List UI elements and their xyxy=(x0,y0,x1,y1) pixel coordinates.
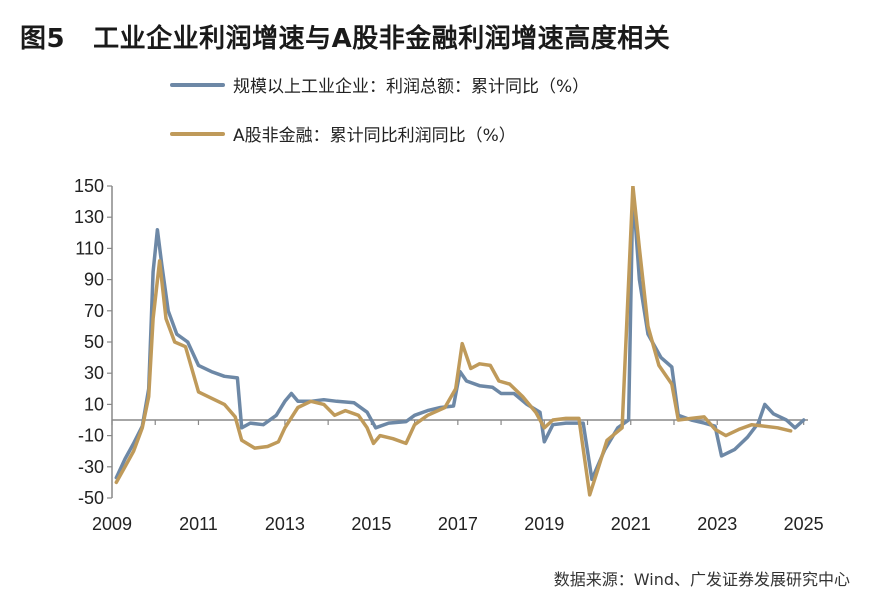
data-source-note: 数据来源：Wind、广发证券发展研究中心 xyxy=(553,570,850,589)
y-tick-label: 10 xyxy=(84,394,104,414)
x-tick-label: 2021 xyxy=(611,514,651,534)
y-tick-label: -50 xyxy=(78,488,104,508)
legend-item-a-share-profit: A股非金融：累计同比利润同比（%） xyxy=(170,121,516,146)
x-tick-label: 2015 xyxy=(351,514,391,534)
series-line-industrial-profit xyxy=(114,187,806,482)
series-layer xyxy=(114,186,806,497)
y-tick-label: -30 xyxy=(78,457,104,477)
x-tick-label: 2025 xyxy=(784,514,824,534)
x-tick-label: 2017 xyxy=(438,514,478,534)
x-tick-label: 2019 xyxy=(524,514,564,534)
x-tick-label: 2009 xyxy=(92,514,132,534)
chart-title: 图5 工业企业利润增速与A股非金融利润增速高度相关 xyxy=(20,18,670,55)
x-tick-label: 2013 xyxy=(265,514,305,534)
legend-item-industrial-profit: 规模以上工业企业：利润总额：累计同比（%） xyxy=(170,72,589,97)
y-tick-label: 130 xyxy=(74,207,104,227)
x-tick-label: 2011 xyxy=(179,514,218,534)
y-tick-label: -10 xyxy=(78,426,104,446)
legend-swatch-industrial-profit xyxy=(170,82,225,87)
y-tick-label: 70 xyxy=(84,301,104,321)
figure-number: 图5 xyxy=(20,24,66,54)
legend-swatch-a-share-profit xyxy=(170,131,225,136)
axis-layer: 150 130 110 90 70 50 30 10 -10 -30 -50 2009 2011 2013… xyxy=(74,176,824,534)
y-tick-label: 50 xyxy=(84,332,104,352)
y-tick-label: 30 xyxy=(84,363,104,383)
legend-label-a-share-profit: A股非金融：累计同比利润同比（%） xyxy=(233,126,516,146)
y-tick-label: 110 xyxy=(75,238,104,258)
y-tick-label: 90 xyxy=(84,270,104,290)
legend-label-industrial-profit: 规模以上工业企业：利润总额：累计同比（%） xyxy=(233,77,590,97)
figure-title-text: 工业企业利润增速与A股非金融利润增速高度相关 xyxy=(93,24,671,54)
series-line-a-share-profit xyxy=(114,186,793,497)
y-tick-label: 150 xyxy=(74,176,104,196)
x-tick-label: 2023 xyxy=(697,514,737,534)
